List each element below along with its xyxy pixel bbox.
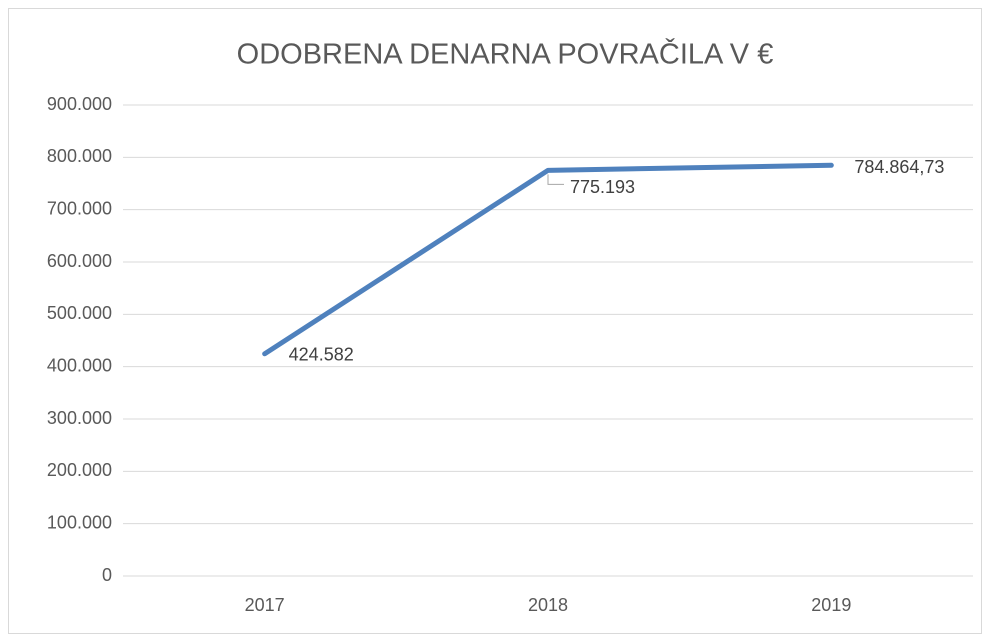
data-label: 775.193 [570, 177, 635, 197]
chart-title: ODOBRENA DENARNA POVRAČILA V € [237, 37, 774, 71]
y-tick-label: 200.000 [47, 460, 112, 480]
y-tick-label: 900.000 [47, 94, 112, 114]
data-line [262, 162, 834, 357]
y-tick-label: 500.000 [47, 303, 112, 323]
y-tick-label: 700.000 [47, 198, 112, 218]
y-tick-label: 600.000 [47, 251, 112, 271]
y-tick-label: 100.000 [47, 512, 112, 532]
leader-line [547, 174, 564, 185]
chart-border [8, 8, 982, 634]
y-tick-label: 400.000 [47, 355, 112, 375]
data-label: 784.864,73 [854, 157, 944, 177]
y-tick-label: 300.000 [47, 408, 112, 428]
x-tick-label: 2019 [811, 595, 851, 615]
data-label: 424.582 [289, 345, 354, 365]
y-tick-label: 800.000 [47, 146, 112, 166]
x-tick-label: 2017 [245, 595, 285, 615]
y-tick-label: 0 [102, 565, 112, 585]
x-tick-label: 2018 [528, 595, 568, 615]
